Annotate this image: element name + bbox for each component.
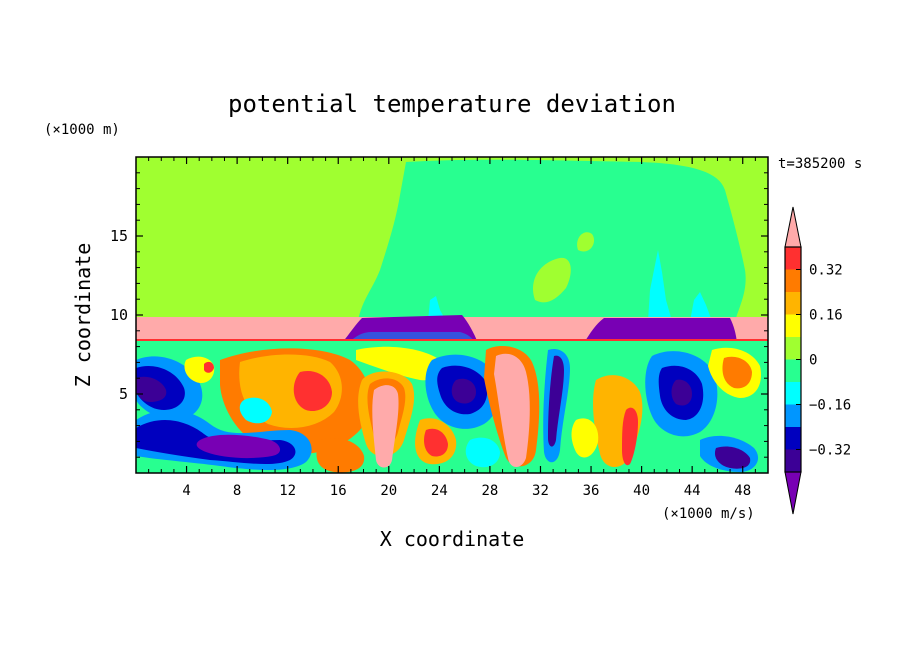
x-tick-label: 36 — [583, 483, 600, 499]
x-tick-label: 48 — [734, 483, 751, 499]
colorbar-tick-label: 0.32 — [809, 263, 843, 279]
time-label: t=385200 s — [778, 156, 862, 172]
colorbar-swatch — [785, 404, 801, 427]
colorbar-swatch — [785, 269, 801, 292]
colorbar-tick-label: −0.32 — [809, 443, 851, 459]
colorbar-extend-bottom — [784, 471, 802, 515]
lower-turbulent-layer — [136, 341, 768, 473]
colorbar-swatch — [785, 427, 801, 450]
colorbar-swatch — [785, 449, 801, 472]
chart-title: potential temperature deviation — [228, 90, 676, 118]
colorbar-tick-label: 0 — [809, 353, 817, 369]
colorbar-extend-top — [784, 206, 802, 248]
cold-cap-right — [584, 318, 737, 343]
y-tick-label: 10 — [110, 306, 128, 324]
x-axis-label: X coordinate — [380, 527, 525, 551]
x-unit-label: (×1000 m/s) — [662, 506, 755, 522]
x-tick-label: 16 — [330, 483, 347, 499]
x-tick-label: 44 — [684, 483, 701, 499]
x-tick-label: 20 — [380, 483, 397, 499]
colorbar-tick-label: 0.16 — [809, 308, 843, 324]
y-axis-label: Z coordinate — [71, 243, 95, 388]
colorbar: 0.32 0.16 0 −0.16 −0.32 — [784, 206, 851, 515]
x-tick-label: 24 — [431, 483, 448, 499]
heatmap-field — [136, 157, 768, 473]
colorbar-tick-label: −0.16 — [809, 398, 851, 414]
colorbar-swatch — [785, 382, 801, 405]
colorbar-swatch — [785, 292, 801, 315]
y-tick-label: 5 — [119, 385, 128, 403]
upper-cool-plume — [358, 159, 746, 321]
x-tick-label: 32 — [532, 483, 549, 499]
y-unit-label: (×1000 m) — [44, 122, 120, 138]
x-tick-label: 28 — [481, 483, 498, 499]
x-tick-label: 12 — [279, 483, 296, 499]
colorbar-swatch — [785, 359, 801, 382]
x-tick-label: 4 — [182, 483, 190, 499]
colorbar-swatch — [785, 247, 801, 270]
x-tick-label: 40 — [633, 483, 650, 499]
colorbar-swatch — [785, 314, 801, 337]
x-axis: 4 8 12 16 20 24 28 32 36 40 44 48 — [148, 157, 756, 499]
x-tick-label: 8 — [233, 483, 241, 499]
y-axis: 5 10 15 — [110, 172, 768, 458]
colorbar-swatch — [785, 337, 801, 360]
y-tick-label: 15 — [110, 227, 128, 245]
